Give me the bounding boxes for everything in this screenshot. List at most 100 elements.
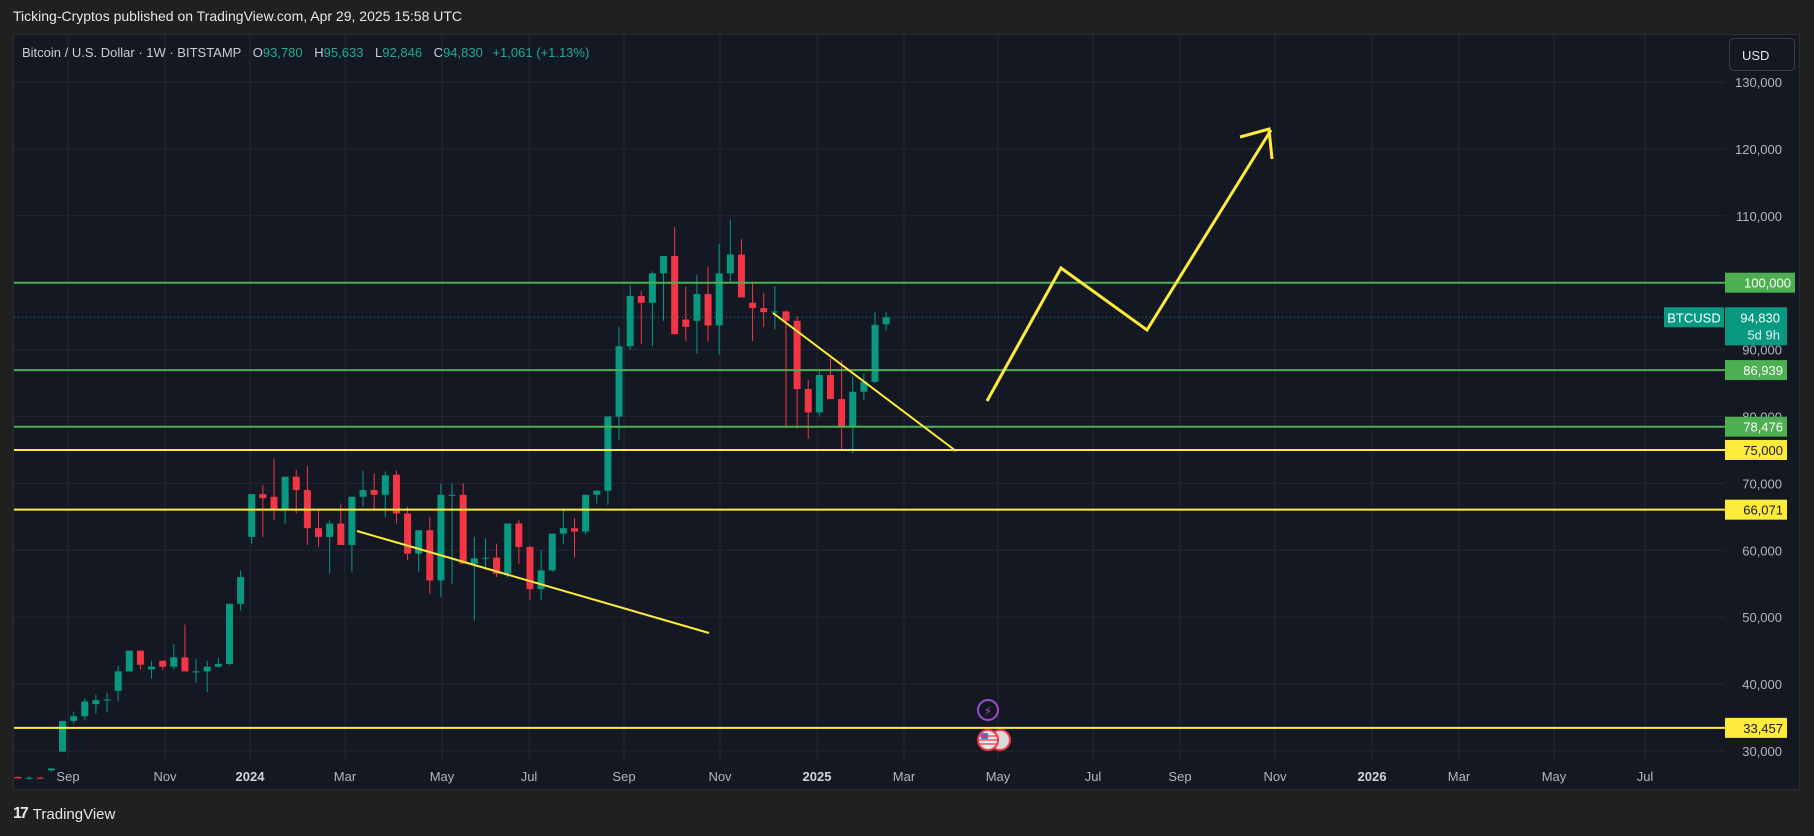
projection-path[interactable] — [985, 129, 1273, 402]
candle-body[interactable] — [671, 255, 679, 335]
candle-body[interactable] — [715, 273, 723, 326]
candle-body[interactable] — [248, 494, 256, 537]
candle-body[interactable] — [337, 523, 345, 545]
candle-body[interactable] — [181, 657, 189, 672]
candle-body[interactable] — [882, 317, 890, 325]
symbol-description[interactable]: Bitcoin / U.S. Dollar · 1W · BITSTAMP — [22, 45, 242, 60]
candle-body[interactable] — [103, 699, 111, 701]
candle-body[interactable] — [448, 494, 456, 496]
trendline-2025[interactable] — [772, 312, 957, 452]
candle-body[interactable] — [415, 530, 423, 554]
candle-body[interactable] — [593, 490, 601, 495]
chart-frame[interactable] — [13, 34, 1800, 790]
candle-body[interactable] — [537, 570, 545, 590]
candle-body[interactable] — [59, 720, 67, 752]
candle-body[interactable] — [548, 533, 556, 571]
candle-body[interactable] — [70, 716, 78, 721]
candle-body[interactable] — [637, 296, 645, 303]
candle-body[interactable] — [660, 255, 668, 274]
candle-body[interactable] — [315, 528, 323, 537]
candle-body[interactable] — [170, 657, 178, 667]
candle-body[interactable] — [481, 557, 489, 559]
time-axis-label: 2026 — [1358, 769, 1387, 784]
candle-body[interactable] — [871, 324, 879, 382]
candle-body[interactable] — [14, 777, 22, 779]
candle-body[interactable] — [737, 254, 745, 298]
time-axis-label: Mar — [893, 769, 916, 784]
candle-body[interactable] — [259, 494, 267, 499]
brand-name[interactable]: TradingView — [32, 805, 116, 823]
price-axis-label: 110,000 — [1736, 209, 1782, 224]
candle-body[interactable] — [214, 664, 222, 667]
candle-body[interactable] — [136, 650, 144, 665]
candle-body[interactable] — [404, 513, 412, 554]
candle-body[interactable] — [292, 476, 300, 491]
candle-body[interactable] — [515, 523, 523, 547]
candle-body[interactable] — [648, 273, 656, 303]
candle-body[interactable] — [826, 375, 834, 400]
candle-body[interactable] — [359, 490, 367, 497]
lightning-event-icon[interactable] — [977, 699, 999, 721]
candle-body[interactable] — [838, 399, 846, 428]
candle-body[interactable] — [92, 700, 100, 705]
candle-body[interactable] — [493, 557, 501, 574]
current-price-tag — [1725, 307, 1787, 346]
candle-body[interactable] — [225, 603, 233, 665]
candle-body[interactable] — [682, 319, 690, 327]
candle-body[interactable] — [392, 474, 400, 514]
candle-body[interactable] — [459, 494, 467, 564]
candle-body[interactable] — [782, 311, 790, 321]
currency-button[interactable]: USD — [1729, 38, 1795, 71]
candle-body[interactable] — [804, 389, 812, 413]
candle-body[interactable] — [504, 523, 512, 574]
candle-body[interactable] — [604, 416, 612, 491]
level-price-label: 66,071 — [1743, 503, 1783, 518]
time-axis-label: Sep — [56, 769, 79, 784]
level-price-label: 33,457 — [1743, 721, 1783, 736]
candle-body[interactable] — [771, 311, 779, 313]
candle-body[interactable] — [148, 666, 156, 670]
candle-body[interactable] — [793, 320, 801, 390]
candle-body[interactable] — [36, 777, 44, 779]
candle-body[interactable] — [370, 490, 378, 495]
candle-body[interactable] — [615, 346, 623, 417]
candle-body[interactable] — [693, 294, 701, 321]
candle-body[interactable] — [760, 308, 768, 313]
candle-body[interactable] — [281, 476, 289, 511]
candle-body[interactable] — [25, 777, 33, 779]
candle-body[interactable] — [559, 528, 567, 534]
level-price-label: 75,000 — [1743, 443, 1783, 458]
candle-body[interactable] — [81, 701, 89, 717]
candle-body[interactable] — [571, 528, 578, 532]
candle-body[interactable] — [860, 381, 868, 392]
candle-body[interactable] — [159, 660, 167, 667]
candle-body[interactable] — [47, 768, 55, 771]
candle-body[interactable] — [270, 496, 278, 511]
candle-body[interactable] — [114, 671, 122, 691]
candle-body[interactable] — [626, 296, 634, 347]
candle-body[interactable] — [726, 254, 734, 274]
candle-body[interactable] — [582, 494, 590, 532]
candle-body[interactable] — [437, 494, 445, 581]
publisher-line: Ticking-Cryptos published on TradingView… — [13, 8, 463, 24]
candle-body[interactable] — [470, 558, 478, 564]
trendline-2024[interactable] — [356, 530, 710, 634]
candle-body[interactable] — [203, 666, 211, 672]
candle-body[interactable] — [381, 475, 389, 495]
close-value: 94,830 — [443, 45, 483, 60]
candle-body[interactable] — [815, 375, 823, 413]
candle-body[interactable] — [192, 671, 200, 673]
candle-body[interactable] — [125, 650, 133, 672]
candle-body[interactable] — [704, 294, 712, 326]
candle-body[interactable] — [237, 577, 245, 604]
candle-body[interactable] — [326, 523, 334, 537]
candle-body[interactable] — [426, 530, 434, 581]
candle-body[interactable] — [348, 496, 356, 545]
candle-body[interactable] — [849, 391, 857, 428]
time-axis-label: Mar — [1448, 769, 1471, 784]
candle-body[interactable] — [526, 546, 534, 590]
time-axis-label: 2024 — [236, 769, 266, 784]
tradingview-logo-icon[interactable]: 17 — [13, 805, 29, 822]
candle-body[interactable] — [749, 302, 757, 309]
